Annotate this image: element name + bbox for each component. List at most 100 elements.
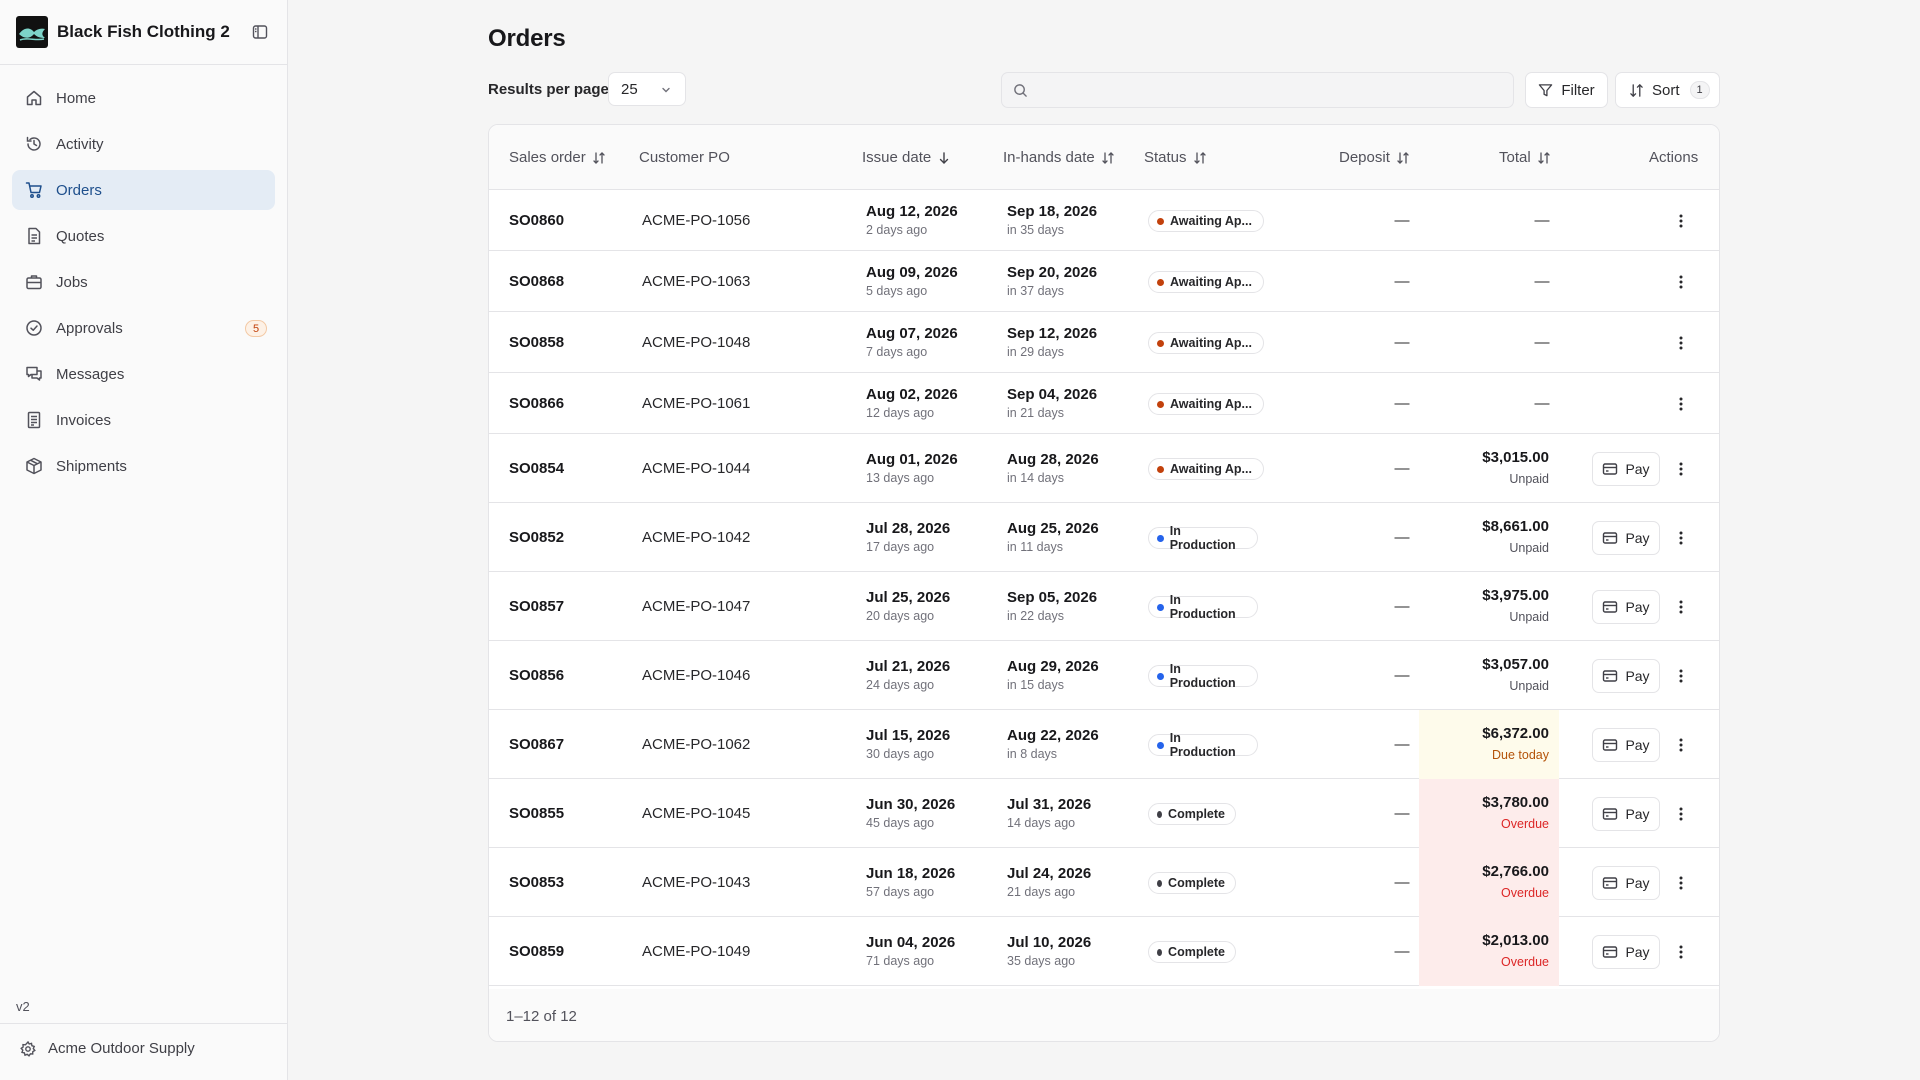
search-icon bbox=[1013, 83, 1028, 103]
more-actions-icon[interactable] bbox=[1670, 332, 1692, 354]
table-row[interactable]: SO0860 ACME-PO-1056 Aug 12, 2026 2 days ago… bbox=[489, 190, 1719, 251]
table-row[interactable]: SO0867 ACME-PO-1062 Jul 15, 2026 30 days ag… bbox=[489, 710, 1719, 779]
search-input[interactable] bbox=[1038, 73, 1508, 107]
column-header-sales-order[interactable]: Sales order bbox=[509, 149, 606, 166]
home-icon bbox=[24, 88, 44, 108]
sidebar-bottom-divider bbox=[0, 1023, 288, 1024]
table-row[interactable]: SO0866 ACME-PO-1061 Aug 02, 2026 12 days ag… bbox=[489, 373, 1719, 434]
sidebar-item-invoices[interactable]: Invoices bbox=[12, 400, 275, 440]
column-header-label: Issue date bbox=[862, 149, 932, 166]
issue-date-relative: 12 days ago bbox=[866, 406, 935, 420]
total-value: — bbox=[1534, 334, 1550, 351]
table-row[interactable]: SO0868 ACME-PO-1063 Aug 09, 2026 5 days ago… bbox=[489, 251, 1719, 312]
more-actions-icon[interactable] bbox=[1670, 458, 1692, 480]
table-row[interactable]: SO0855 ACME-PO-1045 Jun 30, 2026 45 days ag… bbox=[489, 779, 1719, 848]
sidebar-item-approvals[interactable]: Approvals 5 bbox=[12, 308, 275, 348]
status-label: In Production bbox=[1169, 593, 1236, 621]
sales-order-link[interactable]: SO0855 bbox=[509, 805, 565, 822]
sales-order-link[interactable]: SO0868 bbox=[509, 273, 565, 290]
sidebar-nav: Home Activity Orders Quotes Jobs Approva… bbox=[12, 78, 275, 492]
in-hands-date-cell: Sep 05, 2026 in 22 days bbox=[1007, 589, 1097, 623]
sidebar-item-quotes[interactable]: Quotes bbox=[12, 216, 275, 256]
sales-order-link[interactable]: SO0866 bbox=[509, 395, 565, 412]
pay-label: Pay bbox=[1625, 944, 1650, 960]
results-per-page-label: Results per page bbox=[488, 81, 609, 98]
column-header-label: Sales order bbox=[509, 149, 586, 166]
deposit-value: — bbox=[1394, 943, 1410, 960]
results-per-page-select[interactable]: 25 bbox=[608, 72, 686, 106]
more-actions-icon[interactable] bbox=[1670, 665, 1692, 687]
sales-order-link[interactable]: SO0860 bbox=[509, 212, 565, 229]
total-value: — bbox=[1534, 395, 1550, 412]
table-row[interactable]: SO0852 ACME-PO-1042 Jul 28, 2026 17 days ag… bbox=[489, 503, 1719, 572]
in-hands-date-relative: in 35 days bbox=[1007, 223, 1064, 237]
pay-button[interactable]: Pay bbox=[1592, 935, 1660, 969]
column-header-label: Deposit bbox=[1339, 149, 1390, 166]
sales-order-link[interactable]: SO0853 bbox=[509, 874, 565, 891]
sales-order-link[interactable]: SO0857 bbox=[509, 598, 565, 615]
deposit-value: — bbox=[1394, 598, 1410, 615]
pay-button[interactable]: Pay bbox=[1592, 590, 1660, 624]
in-hands-date-cell: Sep 18, 2026 in 35 days bbox=[1007, 203, 1097, 237]
column-header-status[interactable]: Status bbox=[1144, 149, 1207, 166]
table-row[interactable]: SO0856 ACME-PO-1046 Jul 21, 2026 24 days ag… bbox=[489, 641, 1719, 710]
sort-button[interactable]: Sort 1 bbox=[1615, 72, 1720, 108]
column-header-total[interactable]: Total bbox=[1499, 149, 1551, 166]
column-header-deposit[interactable]: Deposit bbox=[1339, 149, 1410, 166]
sales-order-link[interactable]: SO0867 bbox=[509, 736, 565, 753]
more-actions-icon[interactable] bbox=[1670, 271, 1692, 293]
pay-button[interactable]: Pay bbox=[1592, 866, 1660, 900]
sidebar-item-label: Orders bbox=[56, 181, 102, 199]
in-hands-date: Aug 22, 2026 bbox=[1007, 727, 1099, 744]
table-row[interactable]: SO0859 ACME-PO-1049 Jun 04, 2026 71 days ag… bbox=[489, 917, 1719, 986]
status-label: In Production bbox=[1169, 731, 1236, 759]
pay-button[interactable]: Pay bbox=[1592, 521, 1660, 555]
pay-button[interactable]: Pay bbox=[1592, 659, 1660, 693]
account-switcher[interactable]: Acme Outdoor Supply bbox=[20, 1040, 195, 1057]
issue-date-relative: 20 days ago bbox=[866, 609, 935, 623]
table-footer: 1–12 of 12 bbox=[489, 989, 1719, 1041]
table-row[interactable]: SO0858 ACME-PO-1048 Aug 07, 2026 7 days ago… bbox=[489, 312, 1719, 373]
more-actions-icon[interactable] bbox=[1670, 393, 1692, 415]
sidebar-item-shipments[interactable]: Shipments bbox=[12, 446, 275, 486]
package-icon bbox=[24, 456, 44, 476]
sales-order-link[interactable]: SO0859 bbox=[509, 943, 565, 960]
deposit-value: — bbox=[1394, 874, 1410, 891]
receipt-icon bbox=[24, 410, 44, 430]
table-row[interactable]: SO0857 ACME-PO-1047 Jul 25, 2026 20 days ag… bbox=[489, 572, 1719, 641]
sales-order-link[interactable]: SO0856 bbox=[509, 667, 565, 684]
sales-order-link[interactable]: SO0852 bbox=[509, 529, 565, 546]
sidebar-toggle-icon[interactable] bbox=[250, 22, 270, 42]
pay-button[interactable]: Pay bbox=[1592, 452, 1660, 486]
pay-button[interactable]: Pay bbox=[1592, 728, 1660, 762]
sales-order-link[interactable]: SO0854 bbox=[509, 460, 565, 477]
table-row[interactable]: SO0853 ACME-PO-1043 Jun 18, 2026 57 days ag… bbox=[489, 848, 1719, 917]
sidebar-item-activity[interactable]: Activity bbox=[12, 124, 275, 164]
sales-order-link[interactable]: SO0858 bbox=[509, 334, 565, 351]
sidebar-item-jobs[interactable]: Jobs bbox=[12, 262, 275, 302]
more-actions-icon[interactable] bbox=[1670, 210, 1692, 232]
in-hands-date-cell: Aug 25, 2026 in 11 days bbox=[1007, 520, 1099, 554]
table-row[interactable]: SO0854 ACME-PO-1044 Aug 01, 2026 13 days ag… bbox=[489, 434, 1719, 503]
status-label: Awaiting Ap... bbox=[1170, 397, 1252, 411]
more-actions-icon[interactable] bbox=[1670, 803, 1692, 825]
search-box[interactable] bbox=[1001, 72, 1514, 108]
more-actions-icon[interactable] bbox=[1670, 941, 1692, 963]
status-dot bbox=[1157, 810, 1163, 818]
total-value: $2,013.00 bbox=[1482, 932, 1549, 949]
check-circle-icon bbox=[24, 318, 44, 338]
more-actions-icon[interactable] bbox=[1670, 734, 1692, 756]
filter-button[interactable]: Filter bbox=[1525, 72, 1608, 108]
sidebar-item-home[interactable]: Home bbox=[12, 78, 275, 118]
brand[interactable]: Black Fish Clothing 2 bbox=[16, 16, 272, 48]
column-header-in-hands-date[interactable]: In-hands date bbox=[1003, 149, 1115, 166]
more-actions-icon[interactable] bbox=[1670, 527, 1692, 549]
sidebar-item-messages[interactable]: Messages bbox=[12, 354, 275, 394]
column-header-issue-date[interactable]: Issue date bbox=[862, 149, 951, 166]
pay-button[interactable]: Pay bbox=[1592, 797, 1660, 831]
payment-status: Overdue bbox=[1501, 817, 1549, 831]
more-actions-icon[interactable] bbox=[1670, 872, 1692, 894]
sidebar-item-orders[interactable]: Orders bbox=[12, 170, 275, 210]
more-actions-icon[interactable] bbox=[1670, 596, 1692, 618]
in-hands-date: Sep 20, 2026 bbox=[1007, 264, 1098, 281]
